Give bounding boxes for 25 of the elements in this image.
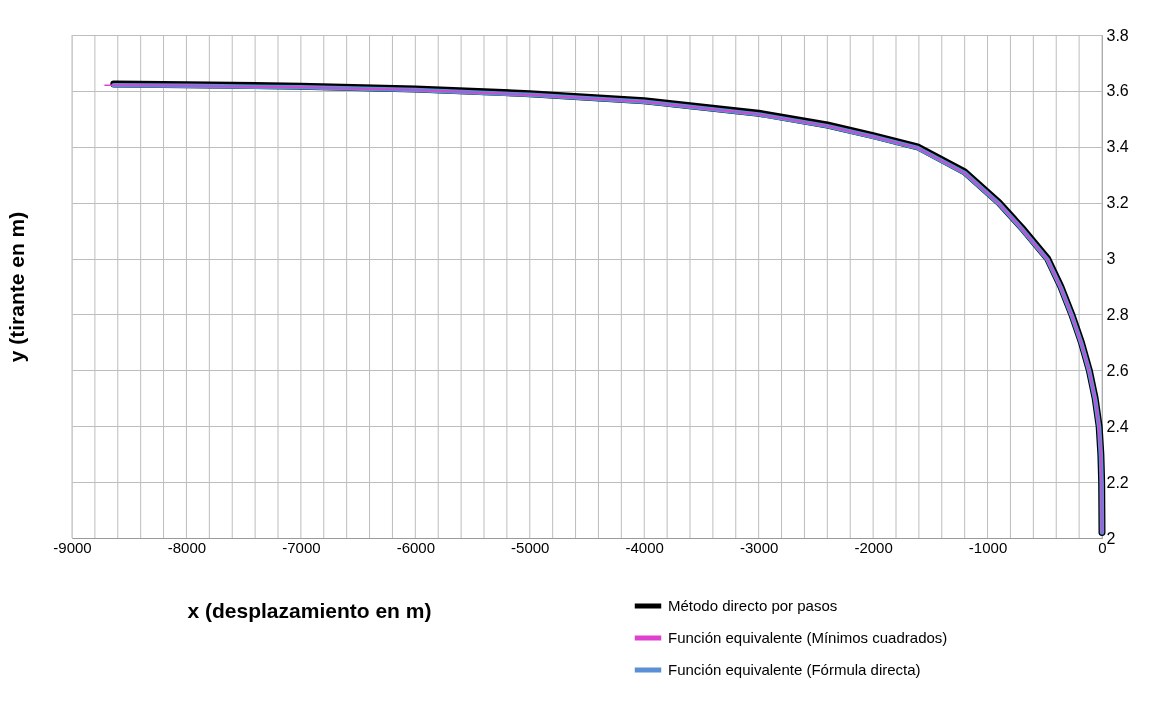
x-axis-title: x (desplazamiento en m)	[187, 598, 432, 622]
y-tick-label: 3.4	[1106, 138, 1129, 156]
x-tick-label: -5000	[511, 538, 550, 556]
x-tick-label: -7000	[282, 538, 321, 556]
y-tick-label: 3	[1106, 250, 1116, 268]
y-axis-title: y (tirante en m)	[4, 211, 28, 363]
x-tick-label: -3000	[739, 538, 779, 556]
legend-label: Método directo por pasos	[668, 597, 838, 614]
x-tick-label: -9000	[53, 538, 92, 556]
y-tick-label: 2.8	[1106, 305, 1129, 323]
legend-label: Función equivalente (Mínimos cuadrados)	[668, 629, 948, 646]
y-tick-label: 3.8	[1106, 26, 1129, 44]
y-tick-label: 2.6	[1106, 361, 1129, 379]
y-tick-label: 2.4	[1106, 417, 1129, 435]
y-tick-label: 2	[1106, 529, 1116, 547]
legend-label: Función equivalente (Fórmula directa)	[668, 661, 921, 678]
y-tick-label: 3.2	[1106, 194, 1129, 212]
x-tick-label: -1000	[968, 538, 1008, 556]
x-tick-label: -4000	[625, 538, 664, 556]
x-tick-label: -2000	[854, 538, 893, 556]
x-tick-label: 0	[1098, 538, 1107, 556]
x-tick-label: -6000	[396, 538, 436, 556]
y-tick-label: 3.6	[1106, 82, 1129, 100]
x-tick-label: -8000	[167, 538, 207, 556]
y-tick-label: 2.2	[1106, 473, 1129, 491]
